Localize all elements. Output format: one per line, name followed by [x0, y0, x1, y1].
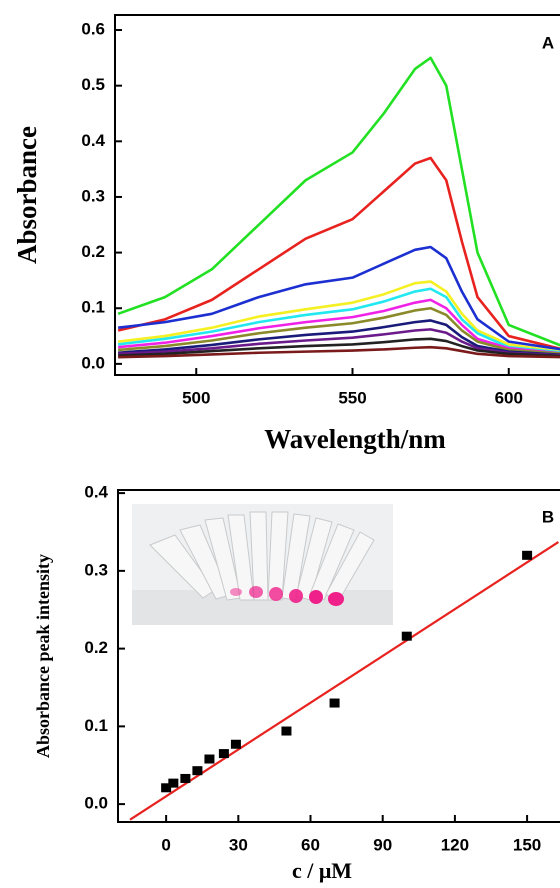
plot-frame-a: [114, 14, 560, 376]
data-point: [522, 550, 533, 560]
data-point: [230, 739, 241, 749]
x-tick-label: 600: [495, 388, 523, 407]
plot-area: [117, 56, 560, 359]
x-tick-label: 0: [161, 835, 170, 854]
spectrum-line: [117, 56, 560, 347]
data-point: [281, 726, 292, 736]
y-tick-label: 0.0: [84, 794, 108, 813]
y-tick-label: 0.1: [84, 716, 108, 735]
x-tick-label: 550: [338, 388, 366, 407]
spectrum-line: [117, 245, 560, 351]
y-tick-label: 0.3: [84, 560, 108, 579]
data-point: [180, 773, 191, 783]
x-tick-label: 150: [513, 835, 541, 854]
panel-label: A: [542, 33, 554, 52]
data-point: [168, 778, 179, 788]
data-point: [192, 766, 203, 776]
spectrum-line: [118, 328, 560, 357]
spectrum-line: [118, 319, 560, 356]
spectrum-line: [117, 156, 560, 351]
x-tick-label: 60: [301, 835, 320, 854]
y-tick-label: 0.3: [81, 186, 105, 205]
data-point: [204, 754, 215, 764]
plot-area: [129, 541, 559, 821]
spectrum-line: [117, 287, 560, 354]
x-axis-title: c / μM: [292, 858, 352, 883]
data-point: [218, 749, 229, 759]
x-tick-label: 500: [182, 388, 210, 407]
data-point: [161, 783, 172, 793]
y-tick-label: 0.2: [84, 638, 108, 657]
y-tick-label: 0.5: [81, 75, 105, 94]
y-tick-label: 0.6: [81, 20, 105, 39]
spectrum-line: [117, 280, 560, 354]
x-tick-label: 90: [373, 835, 392, 854]
y-tick-label: 0.0: [81, 353, 105, 372]
y-tick-label: 0.1: [81, 298, 105, 317]
y-tick-label: 0.4: [84, 483, 108, 502]
data-point: [329, 698, 340, 708]
spectrum-line: [118, 345, 560, 359]
y-tick-label: 0.2: [81, 242, 105, 261]
x-tick-label: 120: [441, 835, 469, 854]
spectrum-line: [118, 298, 560, 355]
x-axis-title: Wavelength/nm: [264, 424, 446, 454]
data-point: [401, 631, 412, 641]
y-axis-title: Absorbance peak intensity: [33, 554, 53, 758]
panel-label: B: [542, 507, 554, 526]
spectrum-line: [118, 337, 560, 358]
inset-photo: [132, 504, 393, 625]
plot-frame-b: [117, 489, 560, 823]
y-tick-label: 0.4: [81, 131, 105, 150]
x-tick-label: 30: [229, 835, 248, 854]
spectrum-line: [118, 306, 560, 355]
y-axis-title: Absorbance: [12, 126, 42, 264]
